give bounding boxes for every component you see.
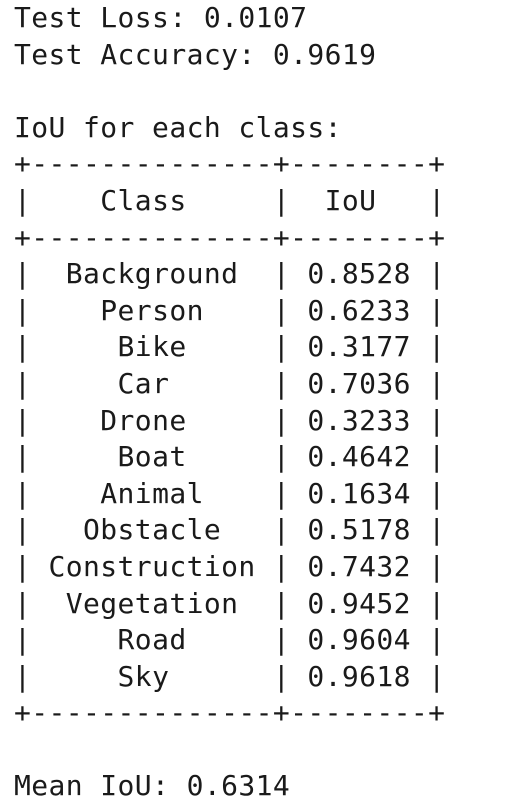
- blank-line: [14, 73, 445, 110]
- iou-cell: 0.7432: [290, 549, 429, 583]
- table-row: | Person | 0.6233 |: [14, 293, 446, 327]
- table-header-row: | Class | IoU |: [14, 183, 446, 217]
- class-cell: Boat: [31, 440, 273, 474]
- table-border-bottom: +--------------+--------+: [14, 696, 446, 730]
- table-row: | Boat | 0.4642 |: [14, 440, 446, 474]
- class-cell: Bike: [31, 330, 273, 364]
- iou-cell: IoU: [290, 183, 429, 217]
- table-row: | Drone | 0.3233 |: [14, 403, 446, 437]
- table-row: | Construction | 0.7432 |: [14, 549, 446, 583]
- class-cell: Road: [31, 623, 273, 657]
- terminal-output: Test Loss: 0.0107 Test Accuracy: 0.9619 I…: [14, 0, 445, 805]
- table-row: | Sky | 0.9618 |: [14, 659, 446, 693]
- table-row: | Road | 0.9604 |: [14, 623, 446, 657]
- class-cell: Car: [31, 366, 273, 400]
- iou-cell: 0.4642: [290, 440, 429, 474]
- table-row: | Car | 0.7036 |: [14, 366, 446, 400]
- test-accuracy-line: Test Accuracy: 0.9619: [14, 37, 377, 71]
- blank-line: [14, 732, 445, 769]
- class-cell: Background: [31, 257, 273, 291]
- class-cell: Obstacle: [31, 513, 273, 547]
- iou-cell: 0.5178: [290, 513, 429, 547]
- class-cell: Drone: [31, 403, 273, 437]
- iou-cell: 0.3177: [290, 330, 429, 364]
- class-cell: Animal: [31, 476, 273, 510]
- test-loss-line: Test Loss: 0.0107: [14, 1, 308, 34]
- table-border-header: +--------------+--------+: [14, 220, 446, 254]
- table-border-top: +--------------+--------+: [14, 147, 446, 181]
- class-cell: Class: [31, 183, 273, 217]
- table-row: | Obstacle | 0.5178 |: [14, 513, 446, 547]
- iou-cell: 0.3233: [290, 403, 429, 437]
- class-cell: Person: [31, 293, 273, 327]
- iou-cell: 0.8528: [290, 257, 429, 291]
- table-row: | Bike | 0.3177 |: [14, 330, 446, 364]
- iou-heading: IoU for each class:: [14, 110, 342, 144]
- class-cell: Vegetation: [31, 586, 273, 620]
- iou-table: +--------------+--------+ | Class | IoU |…: [14, 146, 445, 732]
- iou-cell: 0.9618: [290, 659, 429, 693]
- iou-cell: 0.6233: [290, 293, 429, 327]
- class-cell: Construction: [31, 549, 273, 583]
- class-cell: Sky: [31, 659, 273, 693]
- iou-cell: 0.9604: [290, 623, 429, 657]
- table-row: | Vegetation | 0.9452 |: [14, 586, 446, 620]
- mean-iou-line: Mean IoU: 0.6314: [14, 769, 291, 803]
- table-row: | Animal | 0.1634 |: [14, 476, 446, 510]
- iou-cell: 0.7036: [290, 366, 429, 400]
- iou-cell: 0.1634: [290, 476, 429, 510]
- table-row: | Background | 0.8528 |: [14, 257, 446, 291]
- iou-cell: 0.9452: [290, 586, 429, 620]
